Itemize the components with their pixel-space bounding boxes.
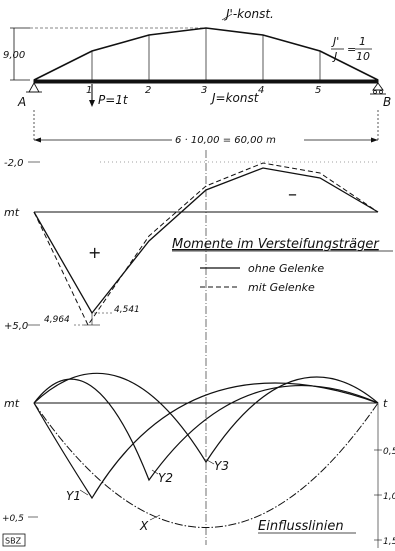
influence-tick-right-05: 0,5 bbox=[383, 447, 395, 457]
rise-label: 9,00 bbox=[3, 50, 25, 61]
moment-diagram bbox=[28, 150, 379, 545]
moment-diagram-title: Momente im Versteifungsträger bbox=[172, 237, 380, 252]
svg-text:J': J' bbox=[331, 35, 339, 48]
influence-line-x bbox=[33, 402, 379, 528]
stiffening-beam bbox=[33, 79, 379, 84]
panel-point-3: 3 bbox=[201, 85, 207, 96]
influence-line-y1 bbox=[33, 382, 379, 500]
label-y2: Y2 bbox=[158, 471, 173, 485]
panel-point-5: 5 bbox=[315, 85, 321, 96]
span-label: 6 · 10,00 = 60,00 m bbox=[175, 135, 276, 146]
sbz-badge-frame bbox=[2, 533, 26, 547]
moment-line-mit-gelenke bbox=[33, 162, 379, 326]
panel-point-1: 1 bbox=[86, 85, 92, 96]
svg-text:1: 1 bbox=[359, 35, 366, 48]
structure-elevation bbox=[10, 13, 386, 107]
moment-tick-neg-2: -2,0 bbox=[4, 158, 24, 169]
label-y1: Y1 bbox=[66, 489, 81, 503]
influence-unit-right: t bbox=[383, 397, 388, 410]
influence-tick-right-15: 1,5 bbox=[383, 537, 395, 547]
influence-tick-right-10: 1,0 bbox=[383, 492, 395, 502]
influence-lines bbox=[28, 372, 382, 548]
legend-solid-label: ohne Gelenke bbox=[248, 262, 324, 275]
right-support bbox=[372, 82, 384, 91]
inertia-ratio: J' J = 1 10 bbox=[331, 35, 372, 63]
label-y3: Y3 bbox=[214, 459, 229, 473]
moment-legend: ohne Gelenke mit Gelenke bbox=[200, 262, 324, 294]
label-x: X bbox=[139, 519, 149, 533]
moment-sign-negative: – bbox=[288, 184, 297, 205]
support-b-label: B bbox=[383, 95, 391, 109]
svg-text:=: = bbox=[347, 43, 356, 56]
svg-text:10: 10 bbox=[356, 50, 370, 63]
left-support bbox=[28, 82, 40, 93]
influence-lines-title: Einflusslinien bbox=[258, 519, 344, 534]
arch-inertia-label: J'-konst. bbox=[224, 7, 274, 21]
svg-text:J: J bbox=[332, 50, 337, 63]
influence-unit-left: mt bbox=[4, 397, 20, 410]
panel-point-4: 4 bbox=[258, 85, 264, 96]
sbz-badge: SBZ bbox=[5, 537, 22, 546]
peak-value-mit-gelenke: 4,964 bbox=[44, 315, 70, 325]
influence-line-y3 bbox=[33, 372, 379, 464]
panel-point-2: 2 bbox=[145, 85, 151, 96]
moment-tick-pos-5: +5,0 bbox=[4, 321, 28, 332]
peak-value-ohne-gelenke: 4,541 bbox=[114, 305, 140, 315]
legend-dashed-label: mit Gelenke bbox=[248, 281, 315, 294]
beam-inertia-label: J=konst bbox=[210, 91, 260, 105]
influence-line-y2 bbox=[33, 378, 379, 482]
moment-sign-positive: + bbox=[88, 243, 101, 262]
support-a-label: A bbox=[17, 95, 26, 109]
moment-unit: mt bbox=[4, 206, 20, 219]
load-label: P=1t bbox=[98, 93, 129, 107]
influence-tick-left: +0,5 bbox=[2, 514, 24, 524]
